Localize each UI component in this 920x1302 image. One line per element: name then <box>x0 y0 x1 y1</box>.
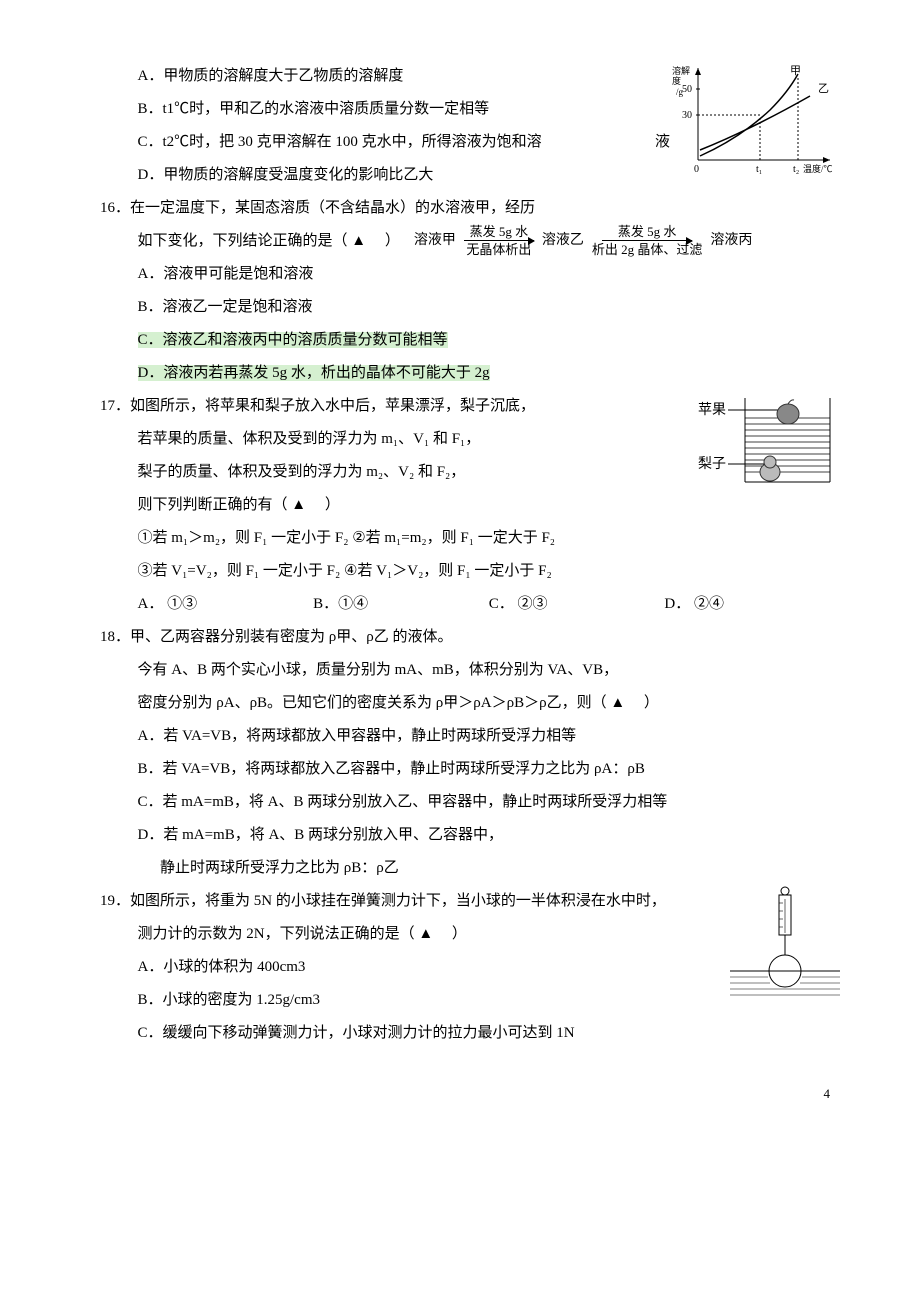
label-pear: 梨子 <box>698 456 726 472</box>
q19-optB: B．小球的密度为 1.25g/cm3 <box>100 984 840 1017</box>
arrow-2: 蒸发 5g 水 析出 2g 晶体、过滤 <box>588 225 707 258</box>
q16-optA: A．溶液甲可能是饱和溶液 <box>100 258 400 291</box>
svg-text:温度/℃: 温度/℃ <box>803 163 833 174</box>
q16-optC: C．溶液乙和溶液丙中的溶质质量分数可能相等 <box>100 324 840 357</box>
svg-text:0: 0 <box>694 164 699 175</box>
q16-optB: B．溶液乙一定是饱和溶液 <box>100 291 840 324</box>
node-sol-1: 溶液甲 <box>410 226 460 257</box>
page-number: 4 <box>100 1080 840 1109</box>
q19-optC: C．缓缓向下移动弹簧测力计，小球对测力计的拉力最小可达到 1N <box>100 1017 840 1050</box>
svg-text:t₁: t₁ <box>756 164 762 175</box>
svg-text:30: 30 <box>682 110 692 121</box>
figure-solubility-chart: 溶解 度 /g 50 30 0 甲 乙 t₁ t₂ 温度/℃ <box>670 60 840 193</box>
q17-optB: B．①④ <box>313 588 489 621</box>
q18-stem2: 今有 A、B 两个实心小球，质量分别为 mA、mB，体积分别为 VA、VB， <box>100 654 840 687</box>
arrow-1: 蒸发 5g 水 无晶体析出 <box>460 225 538 258</box>
q18-optD2: 静止时两球所受浮力之比为 ρB：ρ乙 <box>100 852 840 885</box>
q17-optA: A． ①③ <box>138 588 314 621</box>
node-sol-2: 溶液乙 <box>538 226 588 257</box>
q15-optC: C．t2℃时，把 30 克甲溶解在 100 克水中，所得溶液为饱和溶 <box>100 126 615 159</box>
q18-stem3: 密度分别为 ρA、ρB。已知它们的密度关系为 ρ甲＞ρA＞ρB＞ρ乙，则（ ▲ … <box>100 687 840 720</box>
svg-text:乙: 乙 <box>818 82 829 95</box>
q18-optC: C．若 mA=mB，将 A、B 两球分别放入乙、甲容器中，静止时两球所受浮力相等 <box>100 786 840 819</box>
q18-stem1: 18．甲、乙两容器分别装有密度为 ρ甲、ρ乙 的液体。 <box>100 621 840 654</box>
process-diagram: 溶液甲 蒸发 5g 水 无晶体析出 溶液乙 蒸发 5g 水 析出 2g 晶体、过… <box>410 225 757 258</box>
q17-optD: D． ②④ <box>664 588 840 621</box>
q16-optD: D．溶液丙若再蒸发 5g 水，析出的晶体不可能大于 2g <box>100 357 840 390</box>
figure-apple-pear: 苹果 梨子 <box>690 390 840 513</box>
svg-text:溶解: 溶解 <box>672 65 690 76</box>
q18-optD1: D．若 mA=mB，将 A、B 两球分别放入甲、乙容器中， <box>100 819 840 852</box>
label-apple: 苹果 <box>698 402 726 418</box>
q19-stem1: 19．如图所示，将重为 5N 的小球挂在弹簧测力计下，当小球的一半体积浸在水中时… <box>100 885 840 918</box>
node-sol-3: 溶液丙 <box>706 226 756 257</box>
svg-text:50: 50 <box>682 84 692 95</box>
figure-spring-scale <box>730 885 840 1028</box>
svg-text:度: 度 <box>672 75 681 86</box>
q17-line1: ①若 m₁＞m₂，则 F₁ 一定小于 F₂ ②若 m₁=m₂，则 F₁ 一定大于… <box>100 522 840 555</box>
q17-line2: ③若 V₁=V₂，则 F₁ 一定小于 F₂ ④若 V₁＞V₂，则 F₁ 一定小于… <box>100 555 840 588</box>
q18-optB: B．若 VA=VB，将两球都放入乙容器中，静止时两球所受浮力之比为 ρA：ρB <box>100 753 840 786</box>
q19-stem2: 测力计的示数为 2N，下列说法正确的是（ ▲ ） <box>100 918 840 951</box>
q17-optC: C． ②③ <box>489 588 665 621</box>
q19-optA: A．小球的体积为 400cm3 <box>100 951 840 984</box>
svg-text:甲: 甲 <box>790 65 801 77</box>
q16-stem2: 如下变化，下列结论正确的是（ ▲ ） <box>100 225 400 258</box>
q18-optA: A．若 VA=VB，将两球都放入甲容器中，静止时两球所受浮力相等 <box>100 720 840 753</box>
q15-optC-tail: 液 <box>655 126 670 159</box>
svg-text:t₂: t₂ <box>793 164 799 175</box>
q17-options: A． ①③ B．①④ C． ②③ D． ②④ <box>100 588 840 621</box>
q16-stem1: 16．在一定温度下，某固态溶质（不含结晶水）的水溶液甲，经历 <box>100 192 840 225</box>
